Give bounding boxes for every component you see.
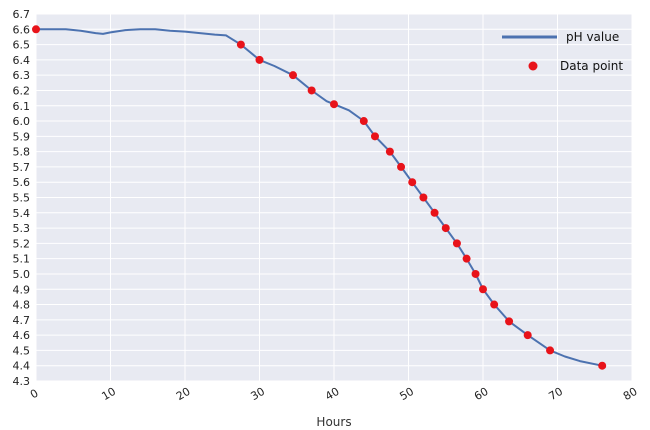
data-point-10 [408,178,417,187]
data-point-14 [452,239,461,248]
legend-point-swatch [528,61,538,71]
x-tick-label-1: 10 [99,385,118,403]
y-tick-label-22: 6.5 [13,39,31,52]
y-tick-label-2: 4.5 [13,344,31,357]
y-tick-label-17: 6.0 [13,115,31,128]
data-points [32,25,607,370]
data-point-0 [32,25,40,34]
y-tick-label-3: 4.6 [13,329,31,342]
y-tick-label-10: 5.3 [13,222,31,235]
y-tick-label-0: 4.3 [13,375,31,388]
y-tick-label-5: 4.8 [13,299,31,312]
data-point-20 [523,331,532,340]
y-tick-label-15: 5.8 [13,146,31,159]
y-tick-label-23: 6.6 [13,23,31,36]
y-tick-label-16: 5.9 [13,130,31,143]
legend-label-ph-value: pH value [566,30,619,44]
x-tick-label-3: 30 [248,385,267,403]
x-tick-label-6: 60 [472,385,491,403]
grid-lines [35,13,633,382]
data-point-19 [505,317,514,326]
data-point-18 [490,300,499,309]
data-point-13 [441,224,450,233]
x-tick-label-5: 50 [397,385,416,403]
data-point-22 [598,361,607,370]
y-tick-label-8: 5.1 [13,253,31,266]
y-tick-label-18: 6.1 [13,100,31,113]
y-tick-label-6: 4.9 [13,283,31,296]
data-point-2 [255,55,264,64]
data-point-12 [430,208,439,217]
y-tick-label-19: 6.2 [13,84,31,97]
y-tick-label-24: 6.7 [13,8,31,21]
x-tick-label-0: 0 [28,387,41,402]
x-tick-labels: 0 10 20 30 40 50 60 70 80 [28,385,640,403]
data-point-6 [359,117,368,126]
x-tick-label-4: 40 [323,385,342,403]
legend: pH value Data point [502,30,623,73]
data-point-21 [546,346,555,355]
y-tick-label-12: 5.5 [13,192,31,205]
data-point-5 [330,100,338,109]
y-tick-label-11: 5.4 [13,207,31,220]
data-point-15 [462,254,471,263]
data-point-3 [289,71,298,80]
y-tick-label-13: 5.6 [13,176,31,189]
data-point-9 [397,162,406,171]
y-tick-label-21: 6.4 [13,54,31,67]
y-tick-label-20: 6.3 [13,69,31,82]
y-tick-label-14: 5.7 [13,161,31,174]
y-tick-label-1: 4.4 [13,360,31,373]
data-point-11 [419,193,428,202]
data-point-8 [385,147,394,156]
y-tick-label-4: 4.7 [13,314,31,327]
data-point-4 [307,86,316,95]
legend-label-data-point: Data point [560,59,623,73]
x-tick-label-7: 70 [546,385,565,403]
y-tick-labels: 4.3 4.4 4.5 4.6 4.7 4.8 4.9 5.0 5.1 5.2 5.3 5.4 5.5 5… [13,8,31,388]
x-tick-label-2: 20 [174,385,193,403]
data-point-16 [471,269,480,278]
data-point-1 [236,40,245,49]
data-point-7 [370,132,379,141]
x-tick-label-8: 80 [621,385,640,403]
x-axis-title: Hours [316,415,351,429]
data-point-17 [479,285,487,294]
y-tick-label-9: 5.2 [13,237,31,250]
y-tick-label-7: 5.0 [13,268,31,281]
